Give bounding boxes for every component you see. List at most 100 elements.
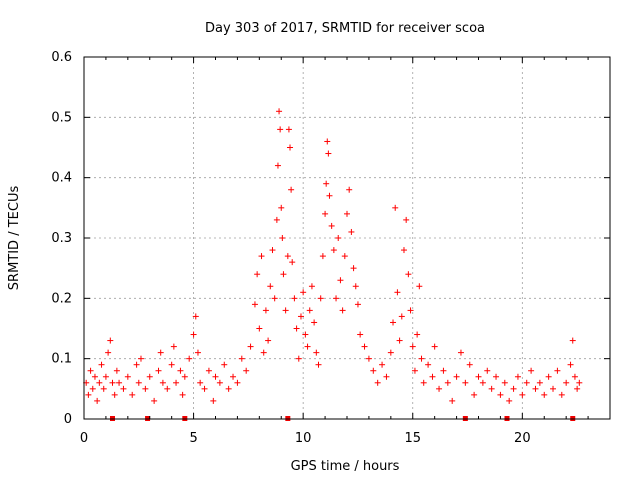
data-point — [133, 361, 140, 368]
axis-ticks: 0 0.1 0.2 0.3 0.4 0.5 0.6 0 5 10 15 20 — [51, 50, 611, 446]
data-point — [116, 379, 123, 386]
data-point — [302, 331, 309, 338]
data-point — [89, 385, 96, 392]
x-tick-label: 10 — [295, 431, 312, 446]
data-point — [346, 186, 353, 193]
data-point — [576, 379, 583, 386]
data-point — [365, 355, 372, 362]
data-point — [479, 379, 486, 386]
data-point — [370, 367, 377, 374]
data-point — [129, 391, 136, 398]
data-point — [501, 379, 508, 386]
data-point — [107, 337, 114, 344]
data-point — [354, 301, 361, 308]
data-point — [201, 385, 208, 392]
data-point — [328, 222, 335, 229]
data-point — [190, 331, 197, 338]
data-point — [425, 361, 432, 368]
data-point — [260, 349, 267, 356]
data-point — [374, 379, 381, 386]
data-point — [311, 319, 318, 326]
data-point — [394, 289, 401, 296]
data-point — [164, 385, 171, 392]
data-point — [545, 373, 552, 380]
data-point — [541, 391, 548, 398]
data-point — [396, 337, 403, 344]
data-point — [151, 397, 158, 404]
data-point — [420, 379, 427, 386]
data-point — [274, 162, 281, 169]
data-point — [453, 373, 460, 380]
data-point — [506, 397, 513, 404]
data-point — [554, 367, 561, 374]
data-point — [216, 379, 223, 386]
data-point — [94, 397, 101, 404]
data-point — [179, 391, 186, 398]
data-point — [315, 361, 322, 368]
data-point — [142, 385, 149, 392]
data-point — [234, 379, 241, 386]
data-point — [210, 397, 217, 404]
data-point — [186, 355, 193, 362]
y-tick-label: 0.5 — [51, 110, 72, 125]
y-tick-label: 0 — [64, 412, 72, 427]
data-point — [278, 204, 285, 211]
data-point — [308, 283, 315, 290]
data-point — [194, 349, 201, 356]
data-point — [87, 367, 94, 374]
data-point — [497, 391, 504, 398]
y-tick-label: 0.6 — [51, 50, 72, 65]
data-point — [510, 385, 517, 392]
data-point — [300, 289, 307, 296]
data-point — [293, 325, 300, 332]
data-point — [532, 385, 539, 392]
data-point — [192, 313, 199, 320]
data-point — [225, 385, 232, 392]
data-point — [383, 373, 390, 380]
data-point — [350, 265, 357, 272]
data-point — [436, 385, 443, 392]
data-point — [276, 108, 283, 115]
data-point — [444, 379, 451, 386]
data-point — [569, 337, 576, 344]
data-point — [493, 373, 500, 380]
data-point — [341, 253, 348, 260]
data-point — [462, 379, 469, 386]
data-point — [168, 361, 175, 368]
data-point — [523, 379, 530, 386]
data-point — [280, 271, 287, 278]
data-point — [287, 144, 294, 151]
data-point — [313, 349, 320, 356]
data-point — [135, 379, 142, 386]
data-point — [212, 373, 219, 380]
data-point — [563, 379, 570, 386]
data-point — [418, 355, 425, 362]
data-point — [574, 385, 581, 392]
y-tick-label: 0.3 — [51, 231, 72, 246]
data-point — [352, 283, 359, 290]
data-point — [96, 379, 103, 386]
x-tick-label: 20 — [514, 431, 531, 446]
y-tick-label: 0.1 — [51, 352, 72, 367]
data-point — [289, 259, 296, 266]
data-point — [113, 367, 120, 374]
data-point — [282, 307, 289, 314]
data-point — [484, 367, 491, 374]
data-point — [528, 367, 535, 374]
data-point — [304, 343, 311, 350]
data-point — [405, 271, 412, 278]
data-point — [284, 253, 291, 260]
data-points — [83, 108, 583, 404]
data-point — [98, 361, 105, 368]
x-tick-label: 5 — [189, 431, 197, 446]
y-axis-label: SRMTID / TECUs — [7, 186, 22, 291]
data-point — [155, 367, 162, 374]
data-point — [291, 295, 298, 302]
data-point — [400, 247, 407, 254]
data-point — [317, 295, 324, 302]
plot-frame — [83, 56, 611, 420]
data-point — [173, 379, 180, 386]
data-point — [431, 343, 438, 350]
data-point — [335, 235, 342, 241]
